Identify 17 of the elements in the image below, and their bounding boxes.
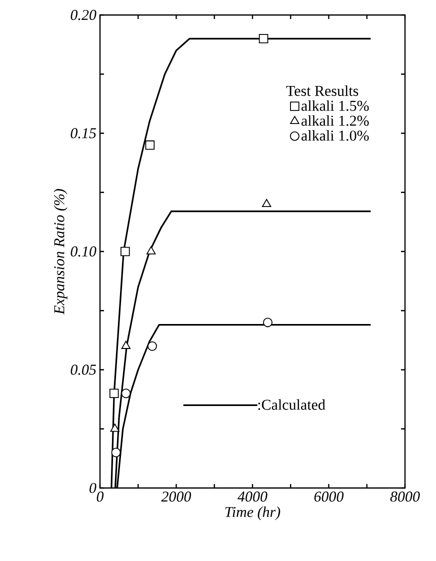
- y-tick-label: 0.15: [70, 128, 96, 138]
- x-tick-label: 4000: [238, 492, 268, 502]
- y-axis-title: Expansion Ratio (%): [54, 189, 68, 315]
- x-tick-label: 8000: [390, 492, 420, 502]
- y-tick-label: 0.05: [70, 364, 96, 375]
- y-tick-label: 0: [90, 482, 96, 494]
- x-axis-title: Time (hr): [225, 506, 280, 520]
- legend-label: alkali 1.2%: [302, 115, 369, 126]
- legend-label: alkali 1.0%: [302, 130, 369, 141]
- legend-label: alkali 1.5%: [302, 100, 369, 111]
- x-tick-label: 6000: [314, 492, 344, 502]
- x-tick-label: 0: [96, 492, 104, 502]
- y-tick-label: 0.20: [70, 10, 96, 20]
- x-tick-label: 2000: [161, 492, 192, 502]
- y-tick-label: 0.10: [70, 246, 96, 257]
- legend-title: Test Results: [286, 85, 358, 96]
- legend-label: :Calculated: [258, 399, 326, 410]
